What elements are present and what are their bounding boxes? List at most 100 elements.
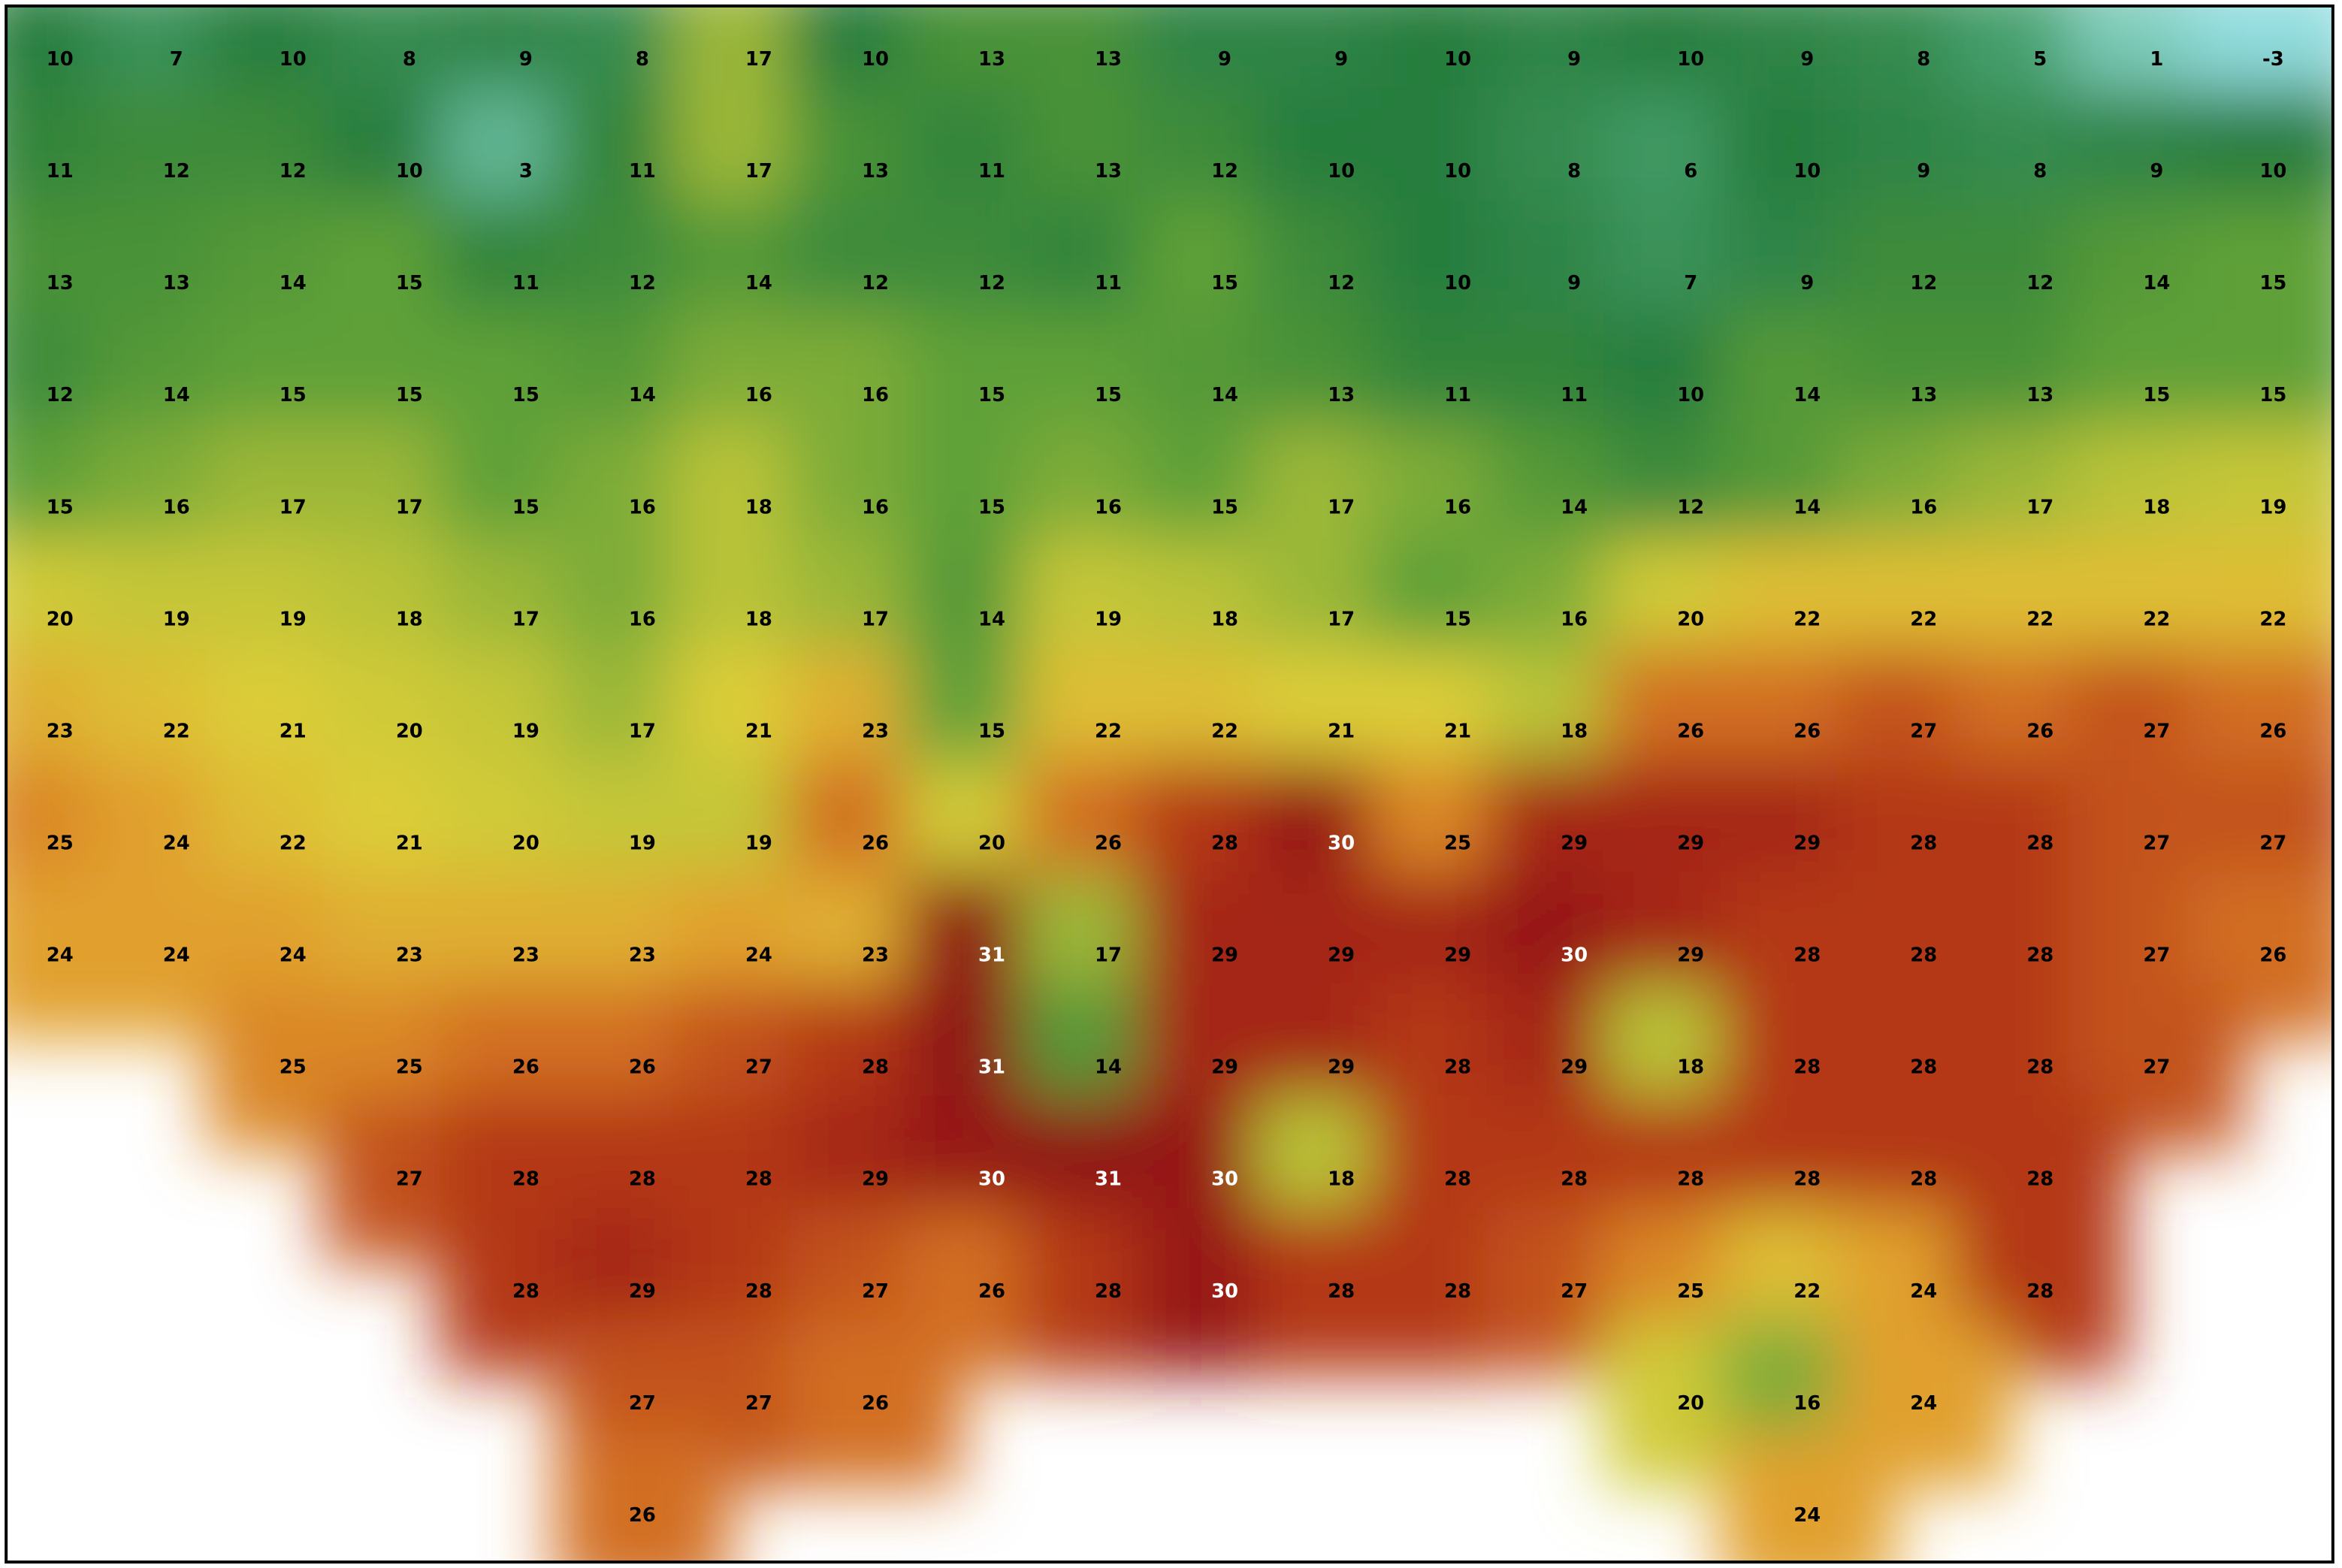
temperature-label: 26 (2259, 720, 2286, 742)
temperature-label: 6 (1684, 160, 1697, 183)
temperature-label: 12 (862, 272, 889, 295)
temperature-label: 9 (1917, 160, 1930, 183)
temperature-label: 16 (745, 384, 772, 406)
temperature-label: 16 (629, 496, 656, 518)
temperature-label: 26 (1095, 832, 1122, 855)
temperature-label: 29 (1211, 944, 1238, 967)
temperature-label: 12 (1910, 272, 1937, 295)
temperature-label: 29 (1211, 1056, 1238, 1079)
temperature-label: 28 (1677, 1168, 1704, 1191)
temperature-label: 31 (1095, 1168, 1122, 1191)
temperature-label: 19 (629, 832, 656, 855)
temperature-label: 11 (1444, 384, 1471, 406)
temperature-label: 11 (47, 160, 74, 183)
temperature-cell (1719, 1431, 1895, 1563)
temperature-label: 16 (1444, 496, 1471, 518)
temperature-label: 11 (1095, 272, 1122, 295)
temperature-label: 1 (2150, 48, 2163, 71)
temperature-label: 30 (1561, 944, 1588, 967)
temperature-label: 15 (978, 384, 1005, 406)
temperature-label: 27 (862, 1280, 889, 1303)
temperature-label: 10 (396, 160, 423, 183)
temperature-label: 18 (745, 496, 772, 518)
temperature-label: 20 (1677, 1392, 1704, 1415)
temperature-label: 18 (1561, 720, 1588, 742)
temperature-label: 26 (629, 1056, 656, 1079)
temperature-label: 24 (280, 944, 307, 967)
temperature-label: 13 (978, 48, 1005, 71)
temperature-label: 17 (1328, 496, 1355, 518)
temperature-label: 27 (2143, 944, 2170, 967)
temperature-label: 25 (280, 1056, 307, 1079)
temperature-label: 18 (745, 608, 772, 630)
temperature-label: 19 (1095, 608, 1122, 630)
temperature-label: 28 (629, 1168, 656, 1191)
temperature-label: 16 (862, 496, 889, 518)
temperature-label: 28 (1910, 1056, 1937, 1079)
temperature-label: 28 (2026, 1056, 2053, 1079)
temperature-label: 7 (1684, 272, 1697, 295)
temperature-label: 28 (2026, 1280, 2053, 1303)
temperature-label: 7 (170, 48, 183, 71)
temperature-label: 21 (396, 832, 423, 855)
temperature-label: 15 (978, 496, 1005, 518)
temperature-label: 26 (2026, 720, 2053, 742)
temperature-label: 13 (1910, 384, 1937, 406)
temperature-label: 13 (2026, 384, 2053, 406)
temperature-label: 22 (1910, 608, 1937, 630)
temperature-label: 17 (745, 48, 772, 71)
temperature-label: 25 (47, 832, 74, 855)
temperature-label: 27 (2259, 832, 2286, 855)
temperature-label: 27 (1561, 1280, 1588, 1303)
temperature-label: 15 (2259, 384, 2286, 406)
temperature-labels: 10 7 10 8 9 8 17 10 13 13 9 9 10 9 10 9 8 5 1 -311 12 12 10 3 11… (47, 48, 2287, 1527)
temperature-label: 13 (1095, 160, 1122, 183)
temperature-label: 9 (1567, 272, 1581, 295)
temperature-label: 15 (396, 272, 423, 295)
temperature-label: 18 (1677, 1056, 1704, 1079)
temperature-label: 20 (978, 832, 1005, 855)
temperature-label: 9 (1800, 272, 1814, 295)
temperature-label: 31 (978, 1056, 1005, 1079)
temperature-label: 29 (1561, 1056, 1588, 1079)
temperature-label: 28 (1794, 1168, 1821, 1191)
temperature-label: 25 (1444, 832, 1471, 855)
temperature-label: 10 (2259, 160, 2286, 183)
temperature-label: 8 (636, 48, 649, 71)
temperature-label: 10 (1444, 272, 1471, 295)
temperature-label: 14 (1095, 1056, 1122, 1079)
temperature-label: 26 (512, 1056, 539, 1079)
temperature-label: 12 (629, 272, 656, 295)
temperature-label: 18 (1328, 1168, 1355, 1191)
temperature-label: 28 (1095, 1280, 1122, 1303)
temperature-label: 23 (862, 720, 889, 742)
temperature-label: 20 (47, 608, 74, 630)
temperature-label: 23 (47, 720, 74, 742)
temperature-label: 22 (280, 832, 307, 855)
temperature-label: 28 (745, 1280, 772, 1303)
temperature-label: 15 (280, 384, 307, 406)
temperature-cell (787, 1319, 963, 1488)
temperature-label: 24 (163, 832, 190, 855)
temperature-label: 28 (745, 1168, 772, 1191)
temperature-label: 28 (2026, 1168, 2053, 1191)
temperature-label: 17 (396, 496, 423, 518)
temperature-label: 14 (629, 384, 656, 406)
temperature-label: 5 (2033, 48, 2047, 71)
temperature-label: 15 (512, 384, 539, 406)
temperature-label: 19 (745, 832, 772, 855)
temperature-label: 29 (1677, 832, 1704, 855)
temperature-label: 26 (978, 1280, 1005, 1303)
temperature-label: 9 (2150, 160, 2163, 183)
temperature-label: 9 (1334, 48, 1348, 71)
temperature-label: 23 (629, 944, 656, 967)
temperature-label: 19 (512, 720, 539, 742)
temperature-label: 26 (862, 832, 889, 855)
temperature-label: 17 (280, 496, 307, 518)
temperature-label: 21 (280, 720, 307, 742)
temperature-label: 12 (1211, 160, 1238, 183)
temperature-label: 30 (1211, 1280, 1238, 1303)
map-frame (5, 4, 2334, 1564)
temperature-label: 28 (1444, 1280, 1471, 1303)
